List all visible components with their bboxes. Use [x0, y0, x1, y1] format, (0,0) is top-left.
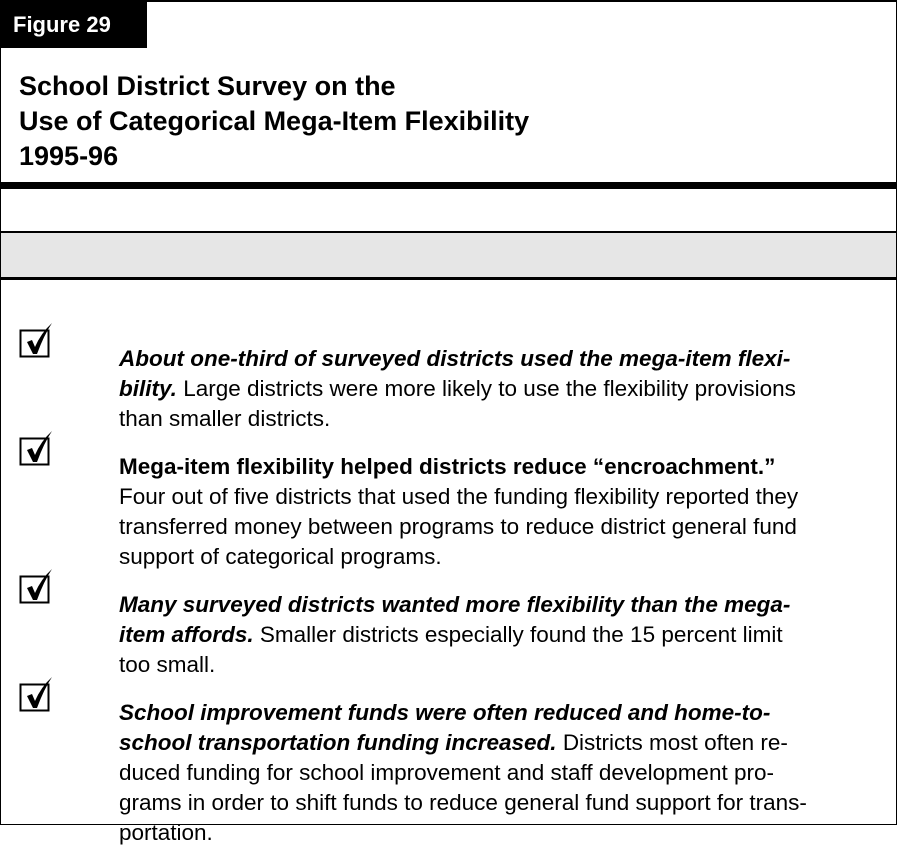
finding-text: About one-third of surveyed districts us… — [1, 322, 896, 434]
check-box — [19, 323, 52, 358]
title-line: Use of Categorical Mega-Item Flexibility — [19, 106, 530, 136]
finding-body: transferred money between programs to re… — [119, 514, 797, 539]
finding-body: grams in order to shift funds to reduce … — [119, 790, 807, 815]
text-line: School improvement funds were often redu… — [119, 698, 896, 728]
finding-lead: About one-third of surveyed districts us… — [119, 346, 791, 371]
text-line: Many surveyed districts wanted more flex… — [119, 590, 896, 620]
title-line: 1995-96 — [19, 141, 119, 171]
text-line: Mega-item flexibility helped districts r… — [119, 452, 896, 482]
text-line: grams in order to shift funds to reduce … — [119, 788, 896, 818]
finding: Mega-item flexibility helped districts r… — [1, 430, 896, 572]
shaded-band — [1, 233, 896, 277]
finding-lead: item affords. — [119, 622, 254, 647]
text-line: Four out of five districts that used the… — [119, 482, 896, 512]
finding: Many surveyed districts wanted more flex… — [1, 568, 896, 680]
finding-lead: school transportation funding increased. — [119, 730, 557, 755]
finding-lead: School improvement funds were often redu… — [119, 700, 771, 725]
text-line: school transportation funding increased.… — [119, 728, 896, 758]
finding-body: Districts most often re- — [562, 730, 788, 755]
finding-text: Mega-item flexibility helped districts r… — [1, 430, 896, 572]
finding-body: portation. — [119, 820, 213, 845]
text-line: support of categorical programs. — [119, 542, 896, 572]
finding-lead: bility. — [119, 376, 177, 401]
text-line: than smaller districts. — [119, 404, 896, 434]
finding-body: Four out of five districts that used the… — [119, 484, 799, 509]
finding-body: than smaller districts. — [119, 406, 331, 431]
finding-body: too small. — [119, 652, 216, 677]
finding-text: School improvement funds were often redu… — [1, 676, 896, 848]
text-line: too small. — [119, 650, 896, 680]
rule — [1, 231, 896, 233]
finding-lead: Many surveyed districts wanted more flex… — [119, 592, 791, 617]
check-box — [19, 569, 52, 604]
title-line: School District Survey on the — [19, 71, 396, 101]
figure-label: Figure 29 — [1, 2, 147, 48]
title: School District Survey on the Use of Cate… — [19, 69, 529, 174]
rule — [1, 182, 896, 189]
check-box — [19, 431, 52, 466]
findings-list: About one-third of surveyed districts us… — [1, 322, 896, 845]
text-line: About one-third of surveyed districts us… — [119, 344, 896, 374]
text-line: item affords. Smaller districts especial… — [119, 620, 896, 650]
finding: School improvement funds were often redu… — [1, 676, 896, 848]
text-line: portation. — [119, 818, 896, 848]
rule — [1, 277, 896, 280]
finding-lead: Mega-item flexibility helped districts r… — [119, 454, 776, 479]
finding-text: Many surveyed districts wanted more flex… — [1, 568, 896, 680]
finding-body: Smaller districts especially found the 1… — [259, 622, 783, 647]
text-line: transferred money between programs to re… — [119, 512, 896, 542]
finding-body: support of categorical programs. — [119, 544, 442, 569]
text-line: bility. Large districts were more likely… — [119, 374, 896, 404]
check-box — [19, 677, 52, 712]
text-line: duced funding for school improvement and… — [119, 758, 896, 788]
finding-body: Large districts were more likely to use … — [183, 376, 796, 401]
finding-body: duced funding for school improvement and… — [119, 760, 774, 785]
finding: About one-third of surveyed districts us… — [1, 322, 896, 434]
